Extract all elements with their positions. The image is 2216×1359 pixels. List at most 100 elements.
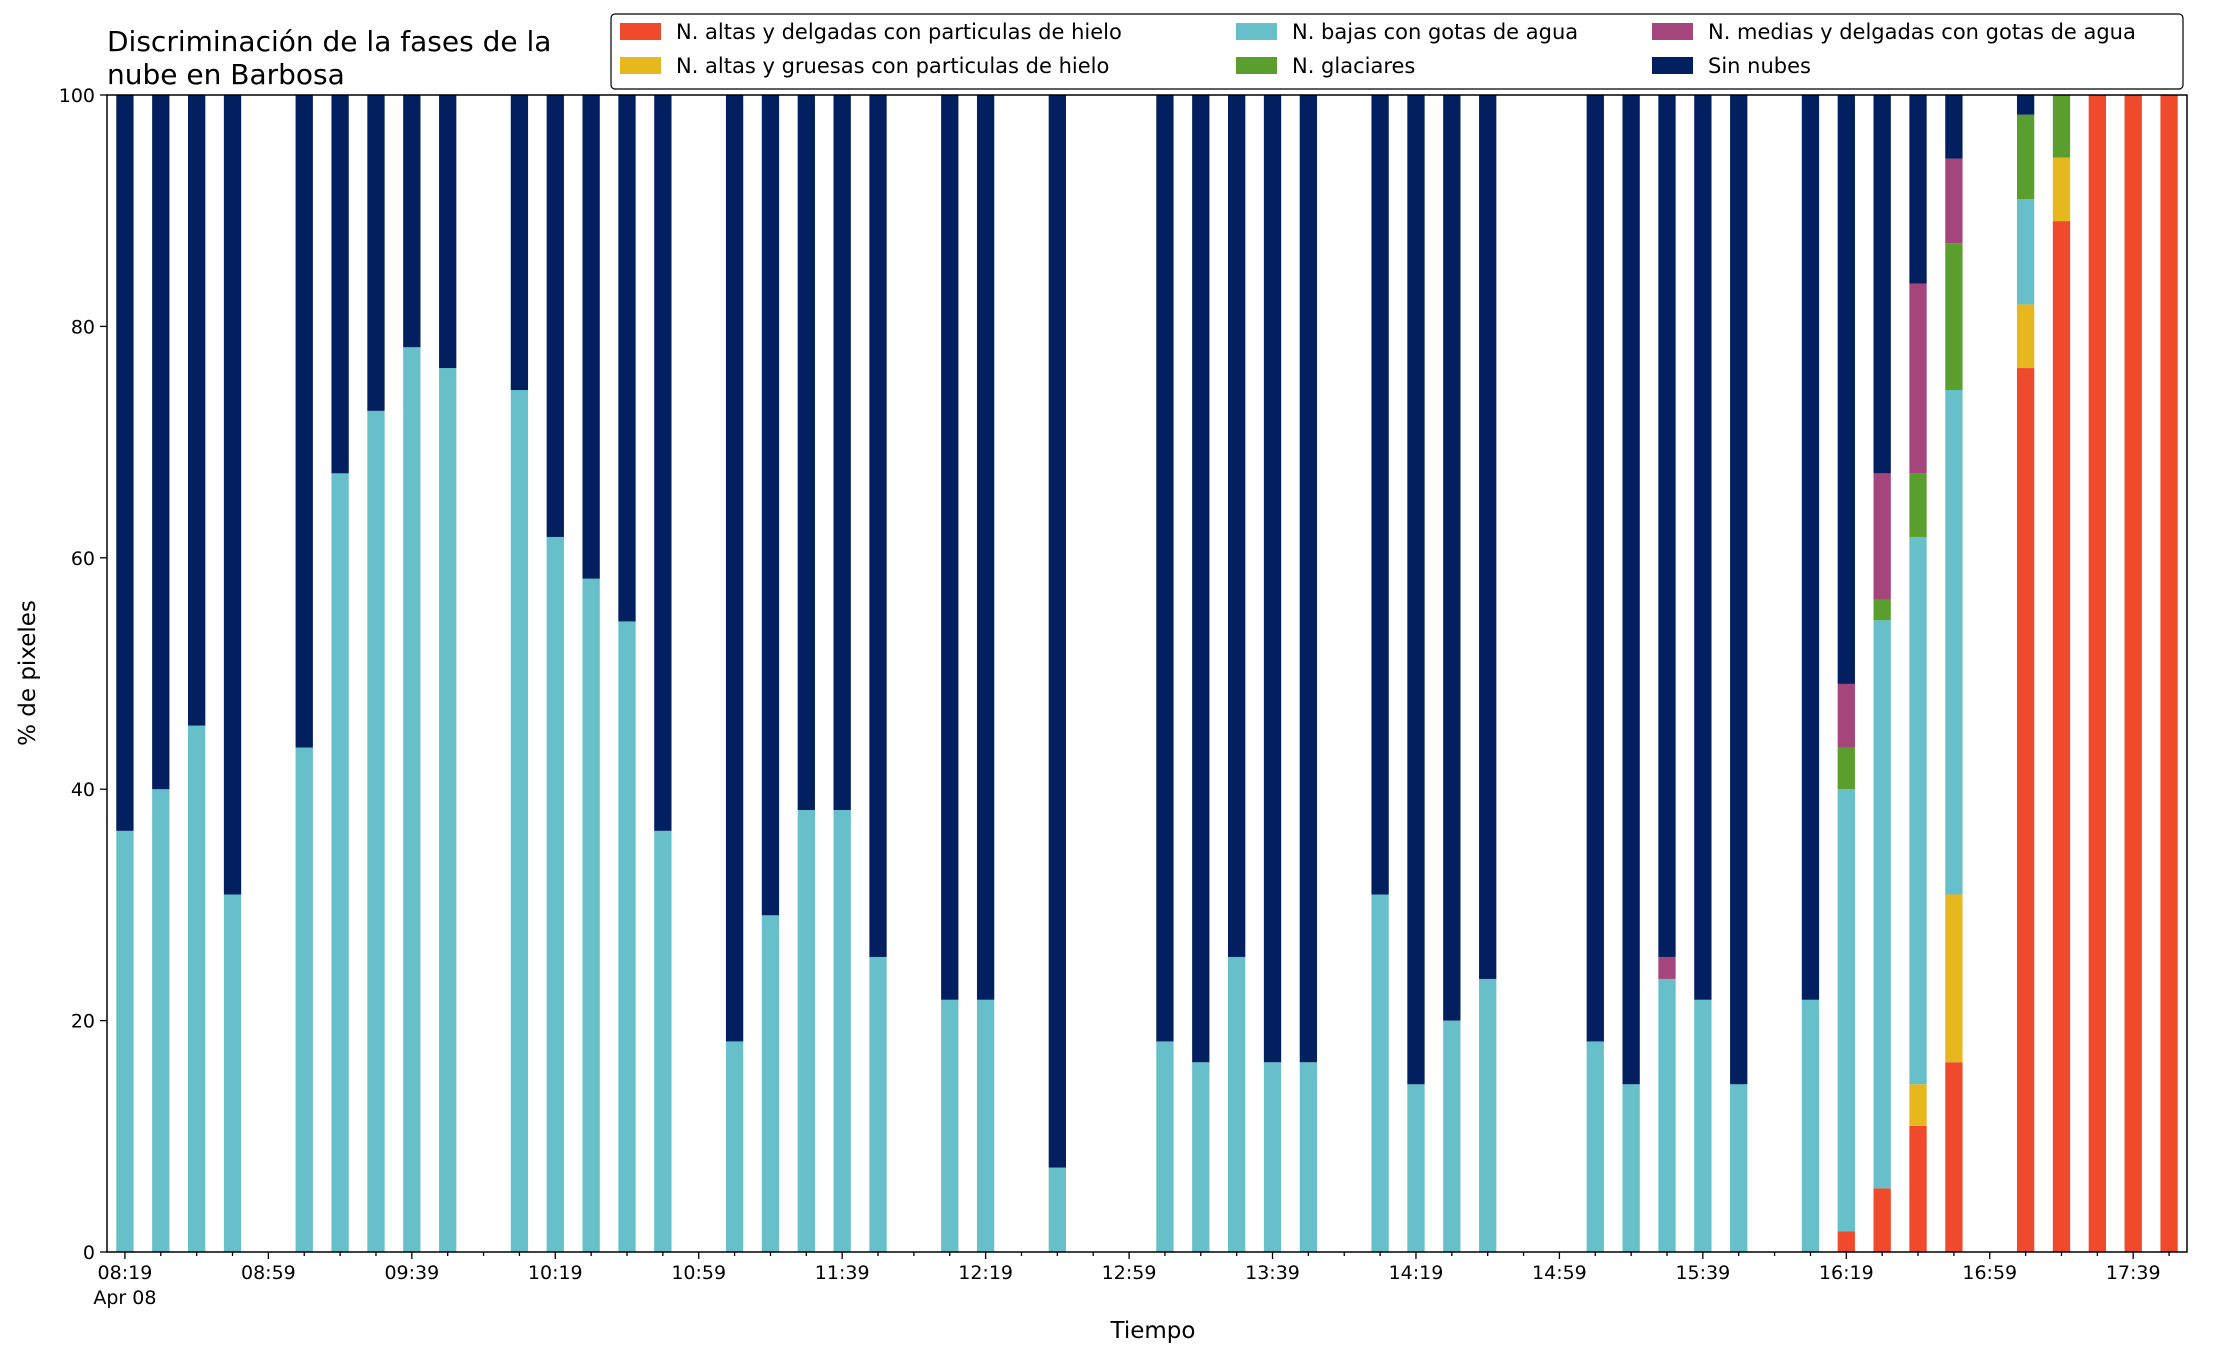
bar-segment-low_water [941,999,959,1252]
bar-segment-low_water [1694,999,1712,1252]
legend-item-glacial: N. glaciares [1236,54,1415,78]
bar-08:19 [116,95,134,1252]
bar-16:09 [1801,95,1820,1252]
legend-item-high_thick_ice: N. altas y gruesas con particulas de hie… [620,54,1109,78]
bar-13:09 [1156,95,1174,1252]
bar-segment-mid_thin_water [1945,158,1963,244]
bar-segment-low_water [725,1041,744,1252]
bar-segment-clear [403,95,421,348]
bar-segment-low_water [869,956,887,1252]
bar-segment-clear [1622,95,1640,1085]
bar-segment-high_thick_ice [1909,1084,1927,1126]
legend-item-clear: Sin nubes [1652,54,1811,78]
bar-segment-clear [1192,95,1210,1063]
x-tick-label: 14:19 [1389,1262,1444,1284]
bar-11:19 [761,95,780,1252]
bar-segment-clear [510,95,529,391]
y-tick-label: 60 [71,548,95,570]
bar-12:09 [941,95,959,1252]
bar-segment-clear [1156,95,1174,1042]
legend-label: N. altas y gruesas con particulas de hie… [676,54,1109,78]
bar-17:39 [2124,95,2142,1252]
bar-segment-clear [1263,95,1282,1063]
legend-swatch [620,57,661,74]
bar-segment-high_thin_ice [1945,1062,1963,1252]
bar-segment-clear [439,95,457,369]
bar-segment-clear [116,95,134,831]
x-tick-label: 10:59 [671,1262,726,1284]
bar-12:19 [976,95,995,1252]
bar-segment-clear [1909,95,1927,284]
bar-10:39 [618,95,636,1252]
bar-segment-glacial [2052,95,2071,158]
bar-segment-low_water [223,894,242,1252]
bar-segment-clear [1228,95,1246,957]
bar-segment-clear [1407,95,1425,1085]
x-tick-label: 15:39 [1675,1262,1730,1284]
bar-segment-clear [546,95,564,537]
bar-17:09 [2016,95,2035,1252]
bar-segment-low_water [1371,894,1389,1252]
legend-item-low_water: N. bajas con gotas de agua [1236,20,1578,44]
bar-09:39 [403,95,421,1253]
bar-segment-glacial [1945,243,1963,391]
bar-14:39 [1479,95,1497,1252]
legend-item-high_thin_ice: N. altas y delgadas con particulas de hi… [620,20,1122,44]
x-tick-label: 08:19 [98,1262,153,1284]
bar-16:19 [1837,95,1855,1252]
bar-segment-clear [725,95,744,1042]
bar-segment-clear [976,95,995,1000]
bar-17:29 [2088,95,2106,1252]
bar-segment-clear [1837,95,1855,684]
y-axis: 0 20 40 60 80 100 [59,85,107,1264]
bar-09:19 [331,95,349,1253]
bar-segment-clear [618,95,636,622]
bar-segment-high_thick_ice [1945,894,1963,1063]
bar-09:09 [295,95,313,1252]
bar-13:19 [1192,95,1210,1252]
legend-label: N. altas y delgadas con particulas de hi… [676,20,1122,44]
bar-16:49 [1945,95,1963,1252]
bar-14:19 [1407,95,1425,1252]
bar-09:29 [367,95,385,1252]
bar-13:39 [1263,95,1282,1252]
bar-segment-low_water [797,810,815,1252]
bar-segment-mid_thin_water [1837,683,1855,748]
y-axis-label: % de pixeles [15,600,41,746]
legend-label: N. bajas con gotas de agua [1292,20,1578,44]
x-tick-label: 14:59 [1532,1262,1587,1284]
bar-segment-glacial [2016,114,2035,200]
bar-segment-high_thin_ice [2088,95,2106,1252]
bar-segment-low_water [976,999,995,1252]
bar-segment-low_water [546,536,564,1252]
bar-segment-glacial [1909,473,1927,537]
bar-segment-high_thin_ice [2160,95,2178,1252]
bar-segment-low_water [618,621,636,1252]
bar-segment-low_water [331,473,349,1253]
bar-segment-low_water [367,410,385,1252]
bar-segment-low_water [1048,1167,1066,1252]
bar-segment-clear [1694,95,1712,1000]
bars-layer [116,95,2178,1253]
bar-15:19 [1622,95,1640,1252]
bar-segment-low_water [833,810,851,1252]
legend-label: N. glaciares [1292,54,1415,78]
bar-segment-low_water [761,915,780,1252]
bar-segment-clear [331,95,349,474]
bar-segment-clear [869,95,887,957]
x-tick-sublabel: Apr 08 [93,1287,156,1309]
y-tick-label: 0 [83,1242,95,1264]
bar-segment-clear [188,95,206,726]
bar-segment-clear [654,95,672,831]
bar-14:29 [1443,95,1461,1252]
bar-15:39 [1694,95,1712,1252]
legend-frame [610,13,2184,90]
x-tick-label: 12:59 [1102,1262,1157,1284]
bar-segment-mid_thin_water [1909,283,1927,474]
x-tick-label: 08:59 [241,1262,296,1284]
bar-10:19 [546,95,564,1252]
y-tick-label: 20 [71,1011,95,1033]
bar-11:49 [869,95,887,1252]
